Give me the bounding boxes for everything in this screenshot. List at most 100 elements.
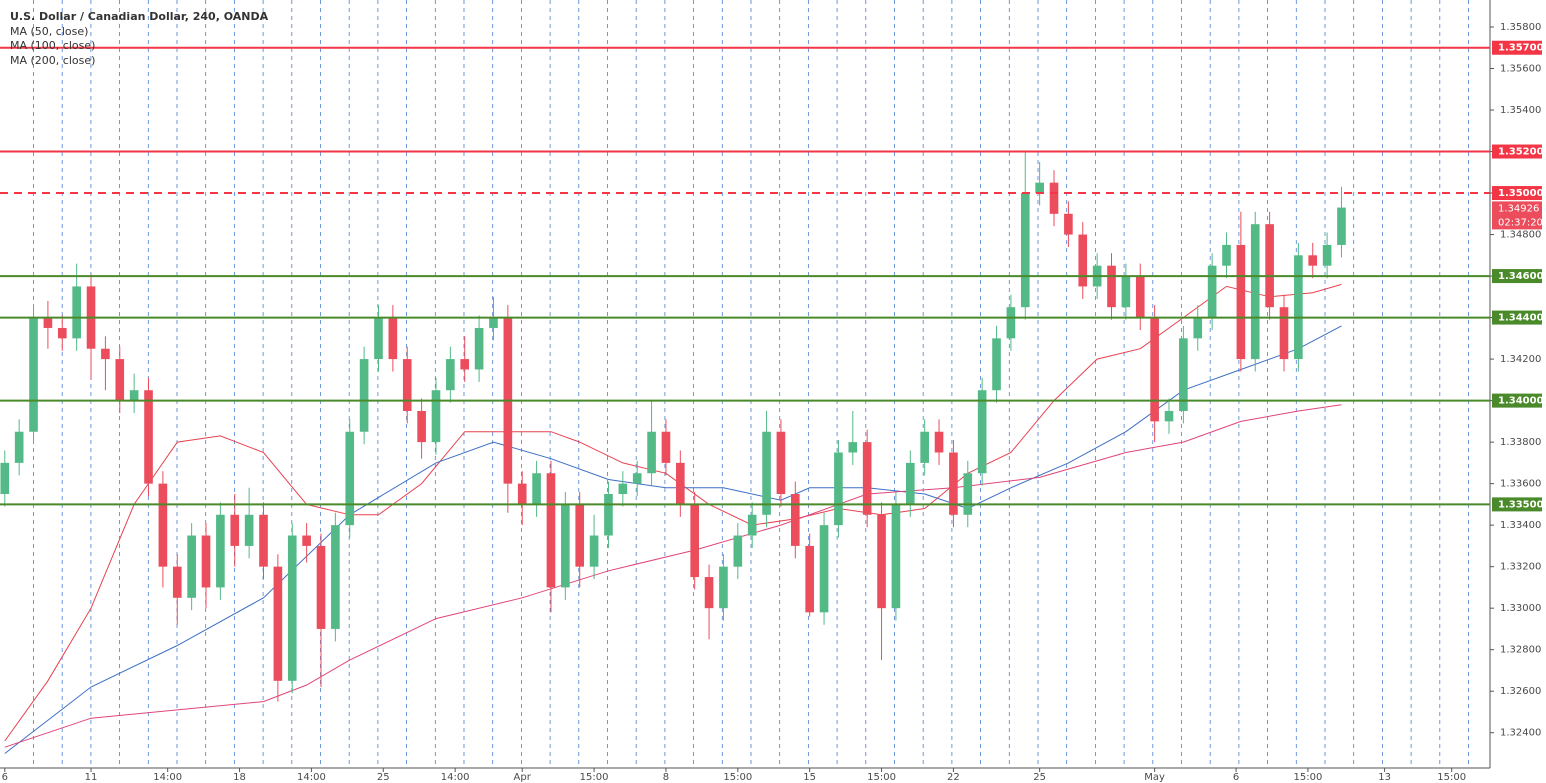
candle-body bbox=[359, 359, 369, 432]
candle-body bbox=[57, 327, 67, 339]
y-tick-label: 1.33600 bbox=[1500, 479, 1541, 490]
x-tick-label: 22 bbox=[947, 772, 960, 783]
y-tick-label: 1.32400 bbox=[1500, 728, 1541, 739]
y-tick-label: 1.33200 bbox=[1500, 562, 1541, 573]
candle-body bbox=[187, 535, 196, 598]
x-tick-label: 14:00 bbox=[153, 772, 182, 783]
candle-body bbox=[1265, 224, 1274, 308]
level-tag-label: 1.35700 bbox=[1498, 43, 1544, 54]
candle-body bbox=[345, 431, 355, 526]
candle-body bbox=[618, 483, 628, 495]
candle-body bbox=[331, 525, 340, 629]
candle-body bbox=[747, 514, 757, 536]
level-tag-label: 1.33500 bbox=[1498, 499, 1544, 510]
candle-body bbox=[72, 286, 81, 339]
candle-body bbox=[302, 535, 311, 546]
level-tag bbox=[1492, 497, 1542, 512]
candle-body bbox=[1294, 255, 1303, 360]
candle-body bbox=[1179, 338, 1188, 411]
candle-body bbox=[460, 359, 470, 370]
candle-body bbox=[129, 390, 139, 401]
candle-body bbox=[244, 514, 254, 546]
candle-body bbox=[43, 317, 53, 328]
candle-body bbox=[115, 359, 125, 401]
candle-body bbox=[862, 442, 872, 515]
candle-body bbox=[561, 504, 570, 588]
candle-body bbox=[1064, 213, 1073, 235]
candle-body bbox=[1164, 410, 1174, 422]
x-tick-label: 15:00 bbox=[1437, 772, 1466, 783]
candle-body bbox=[762, 431, 771, 515]
candle-body bbox=[934, 431, 944, 453]
y-tick-label: 1.35400 bbox=[1500, 105, 1541, 116]
candle-body bbox=[776, 431, 786, 495]
candle-body bbox=[704, 577, 714, 609]
x-tick-label: 25 bbox=[377, 772, 390, 783]
candle-body bbox=[790, 494, 800, 546]
x-tick-label: 15:00 bbox=[723, 772, 752, 783]
plot bbox=[0, 46, 1490, 754]
candle-body bbox=[1322, 244, 1332, 266]
candle-body bbox=[676, 462, 685, 505]
candle-body bbox=[29, 317, 38, 432]
candle-body bbox=[1236, 244, 1246, 360]
candle-body bbox=[14, 431, 24, 463]
candle-body bbox=[575, 504, 585, 567]
y-tick-label: 1.34800 bbox=[1500, 230, 1541, 241]
x-tick-label: 25 bbox=[1033, 772, 1046, 783]
candle-body bbox=[1078, 234, 1088, 287]
level-tag bbox=[1492, 144, 1542, 159]
candle-body bbox=[489, 317, 498, 328]
candle-body bbox=[474, 327, 484, 370]
level-tag bbox=[1492, 186, 1542, 201]
x-tick-label: 8 bbox=[663, 772, 669, 783]
level-tag-label: 1.34600 bbox=[1498, 271, 1544, 282]
y-tick-label: 1.33400 bbox=[1500, 520, 1541, 531]
level-tag bbox=[1492, 40, 1542, 55]
candle-body bbox=[848, 442, 858, 453]
level-tag-label: 1.35200 bbox=[1498, 147, 1544, 158]
candle-body bbox=[259, 514, 268, 567]
candle-body bbox=[589, 535, 599, 567]
candle-body bbox=[431, 390, 441, 443]
candle-body bbox=[1337, 207, 1346, 245]
x-tick-label: 18 bbox=[233, 772, 246, 783]
y-tick-label: 1.34200 bbox=[1500, 354, 1541, 365]
candle-body bbox=[172, 566, 182, 598]
candle-body bbox=[949, 452, 958, 515]
level-tag-label: 1.34400 bbox=[1498, 313, 1544, 324]
y-tick-label: 1.33000 bbox=[1500, 603, 1541, 614]
candle-body bbox=[1279, 307, 1289, 360]
candle-body bbox=[101, 348, 110, 360]
candle-body bbox=[1020, 193, 1030, 308]
candle-body bbox=[1193, 317, 1203, 339]
candle-body bbox=[604, 494, 613, 536]
x-tick-label: 15:00 bbox=[867, 772, 896, 783]
last-price-label: 1.34926 bbox=[1498, 203, 1539, 214]
level-tag bbox=[1492, 310, 1542, 325]
candle-body bbox=[1006, 307, 1016, 339]
candle-body bbox=[690, 504, 700, 578]
candle-body bbox=[1035, 182, 1044, 194]
candle-body bbox=[201, 535, 211, 588]
candle-body bbox=[632, 473, 642, 484]
candle-body bbox=[546, 473, 556, 588]
y-tick-label: 1.32800 bbox=[1500, 645, 1541, 656]
x-tick-label: 13 bbox=[1378, 772, 1391, 783]
candle-body bbox=[388, 317, 398, 360]
candle-body bbox=[920, 431, 929, 463]
x-tick-label: 14:00 bbox=[441, 772, 470, 783]
candle-body bbox=[905, 462, 915, 505]
x-tick-label: 6 bbox=[1233, 772, 1239, 783]
x-tick-label: 15 bbox=[803, 772, 816, 783]
candle-body bbox=[891, 504, 901, 609]
x-tick-label: 15:00 bbox=[1294, 772, 1323, 783]
candle-body bbox=[402, 359, 412, 411]
candle-body bbox=[1308, 255, 1318, 266]
candle-body bbox=[374, 317, 383, 360]
candle-body bbox=[819, 525, 829, 613]
candle-body bbox=[1250, 224, 1260, 360]
countdown-label: 02:37:20 bbox=[1498, 217, 1543, 228]
